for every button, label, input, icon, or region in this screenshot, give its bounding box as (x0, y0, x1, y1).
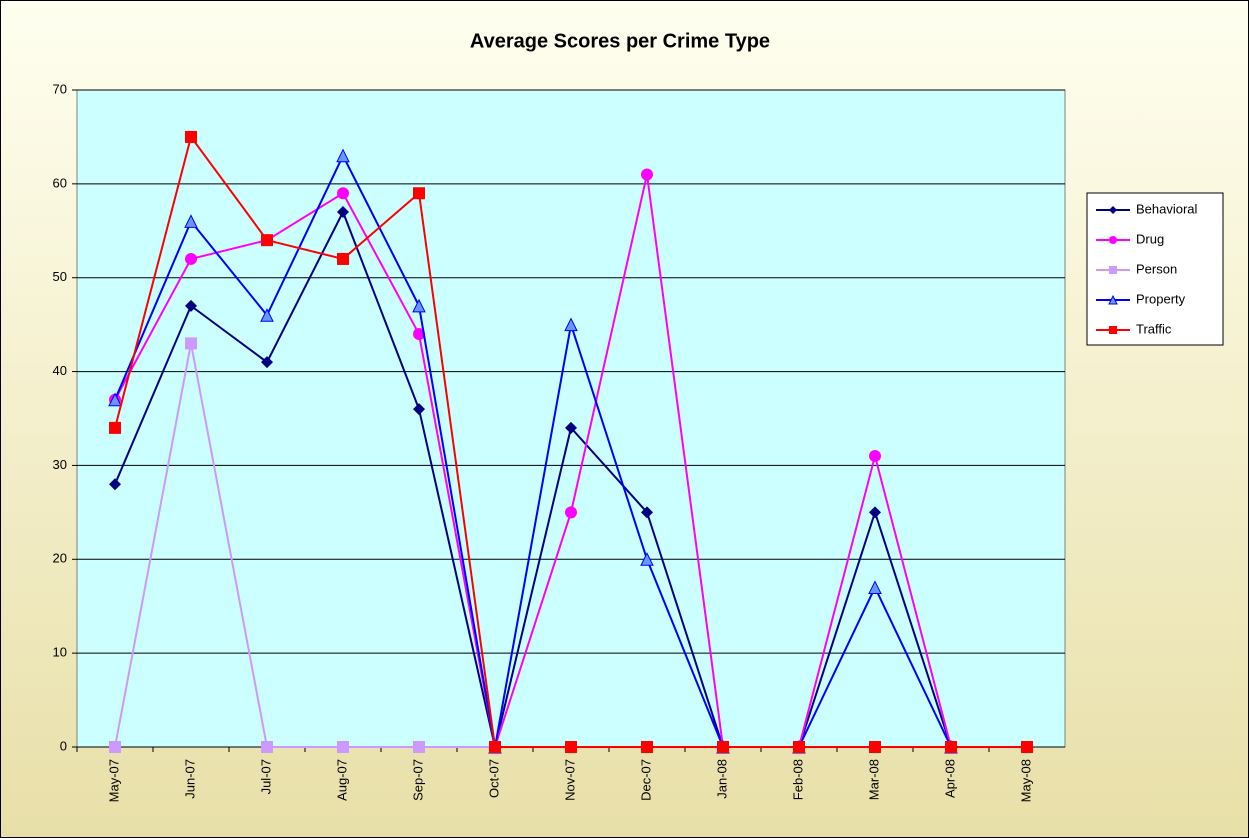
marker (261, 234, 273, 247)
y-tick-label: 20 (53, 551, 67, 566)
legend-marker (1109, 236, 1117, 244)
marker (641, 741, 653, 753)
x-tick-label: Mar-08 (866, 759, 881, 800)
series-line (114, 343, 495, 748)
legend-marker (1109, 206, 1117, 214)
x-tick-label: Apr-08 (942, 759, 957, 798)
marker (337, 252, 349, 265)
marker (1021, 741, 1033, 753)
marker (869, 450, 881, 463)
marker (184, 214, 198, 228)
y-tick-label: 50 (53, 269, 67, 284)
marker (337, 206, 349, 219)
marker (412, 298, 426, 313)
marker (945, 741, 957, 753)
marker (108, 392, 122, 407)
marker (336, 148, 350, 163)
marker (413, 187, 425, 200)
marker (489, 741, 501, 753)
plot-area (76, 89, 1066, 748)
marker (641, 506, 653, 519)
marker (109, 478, 121, 491)
marker (565, 741, 577, 753)
marker (565, 506, 577, 519)
x-tick-label: Feb-08 (790, 759, 805, 800)
marker (260, 308, 274, 322)
marker (185, 337, 197, 350)
legend-marker (1109, 266, 1117, 274)
legend-label: Property (1136, 291, 1186, 306)
y-tick-label: 60 (53, 175, 67, 190)
legend-label: Traffic (1136, 321, 1172, 336)
x-tick-label: Aug-07 (334, 759, 349, 801)
x-tick-label: Oct-07 (486, 759, 501, 798)
marker (413, 403, 425, 416)
x-tick-label: Jan-08 (714, 759, 729, 799)
marker (261, 356, 273, 369)
marker (640, 552, 654, 566)
x-tick-label: May-08 (1018, 759, 1033, 802)
marker (337, 741, 349, 753)
chart-title: Average Scores per Crime Type (470, 30, 770, 52)
y-tick-label: 10 (53, 645, 67, 660)
legend-marker (1108, 294, 1118, 305)
marker (109, 741, 121, 753)
marker (185, 130, 197, 143)
marker (185, 299, 197, 312)
y-tick-label: 70 (53, 81, 67, 96)
y-tick-label: 0 (60, 738, 67, 753)
marker (185, 252, 197, 265)
legend-label: Person (1136, 261, 1177, 276)
legend-label: Behavioral (1136, 201, 1198, 216)
x-tick-label: Nov-07 (562, 759, 577, 801)
marker (261, 741, 273, 753)
x-tick-label: Dec-07 (638, 759, 653, 801)
marker (413, 328, 425, 341)
x-tick-label: Jun-07 (182, 759, 197, 799)
y-tick-label: 30 (53, 457, 67, 472)
legend-label: Drug (1136, 231, 1164, 246)
x-tick-label: Jul-07 (258, 759, 273, 794)
x-tick-label: Sep-07 (410, 759, 425, 801)
marker (564, 317, 578, 332)
y-tick-label: 40 (53, 363, 67, 378)
series-line (114, 174, 952, 748)
marker (793, 741, 805, 753)
marker (869, 506, 881, 519)
marker (413, 741, 425, 753)
series-line (114, 209, 952, 748)
marker (337, 187, 349, 200)
marker (869, 741, 881, 753)
x-tick-label: May-07 (106, 759, 121, 802)
marker (868, 580, 882, 594)
marker (109, 421, 121, 434)
marker (717, 741, 729, 753)
marker (565, 421, 577, 434)
marker (641, 168, 653, 181)
legend-marker (1109, 326, 1117, 334)
series-line (114, 153, 952, 748)
